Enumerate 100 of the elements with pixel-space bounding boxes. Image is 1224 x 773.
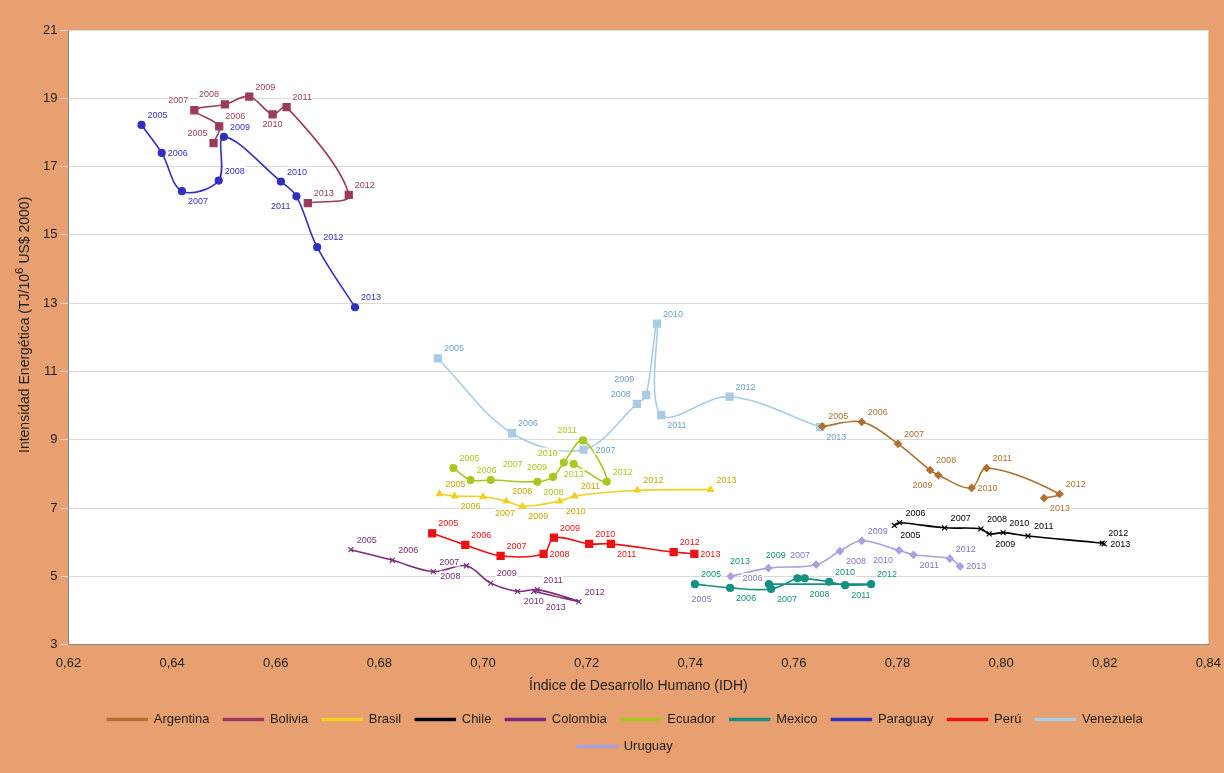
annotation: 2013 (545, 602, 566, 613)
annotation: 2005 (459, 453, 480, 464)
annotation: 2012 (1108, 528, 1129, 539)
annotation: 2007 (168, 95, 189, 106)
annotation: 2007 (903, 428, 925, 439)
annotation: 2009 (995, 538, 1016, 549)
annotation: 2012 (584, 586, 605, 597)
annotation: 2013 (313, 188, 334, 199)
annotation: 2010 (537, 447, 558, 458)
annotation: 2012 (735, 381, 756, 392)
x-tick-label: 0,82 (1092, 654, 1118, 670)
y-tick-label: 17 (42, 158, 58, 174)
annotation: 2013 (563, 468, 584, 479)
annotation: 2006 (167, 147, 188, 158)
annotation: 2011 (580, 481, 601, 492)
annotation: 2011 (557, 425, 577, 436)
annotation: 2008 (543, 486, 564, 497)
annotation: 2005 (828, 411, 849, 422)
annotation: 2005 (443, 343, 464, 354)
annotation: 2013 (729, 556, 750, 567)
annotation: 2011 (992, 453, 1012, 464)
annotation: 2009 (526, 461, 547, 472)
legend-label: Brasil (368, 711, 402, 727)
legend-label: Argentina (153, 711, 211, 727)
annotation: 2009 (255, 81, 276, 92)
annotation: 2009 (559, 522, 580, 533)
y-tick-label: 21 (42, 21, 58, 37)
annotation: 2013 (826, 432, 847, 443)
annotation: 2006 (471, 529, 492, 540)
annotation: 2010 (663, 308, 684, 319)
annotation: 2011 (1034, 521, 1054, 532)
annotation: 2010 (873, 555, 894, 566)
annotation: 2005 (691, 594, 712, 605)
x-tick-label: 0,84 (1195, 654, 1222, 670)
annotation: 2009 (867, 525, 888, 536)
annotation: 2011 (851, 590, 871, 601)
y-tick-label: 15 (42, 226, 58, 242)
annotation: 2007 (494, 507, 515, 518)
legend-label: Chile (461, 711, 492, 727)
annotation: 2009 (912, 480, 933, 491)
annotation: 2006 (398, 545, 419, 556)
x-tick-label: 0,64 (159, 654, 185, 670)
annotation: 2010 (262, 119, 283, 130)
y-tick-label: 9 (50, 431, 58, 447)
annotation: 2006 (867, 406, 888, 417)
annotation: 2007 (439, 556, 460, 567)
annotation: 2005 (900, 530, 921, 541)
annotation: 2011 (919, 559, 939, 570)
annotation: 2013 (966, 561, 987, 572)
annotation: 2006 (517, 418, 539, 429)
annotation: 2007 (790, 549, 811, 560)
annotation: 2006 (460, 501, 481, 512)
x-tick-label: 0,62 (55, 654, 82, 670)
legend-label: Venezuela (1081, 711, 1144, 727)
annotation: 2005 (147, 109, 168, 120)
annotation: 2011 (667, 420, 687, 431)
y-tick-label: 3 (50, 636, 58, 652)
annotation: 2007 (506, 540, 527, 551)
annotation: 2008 (610, 388, 631, 399)
annotation: 2011 (271, 201, 291, 212)
annotation: 2008 (440, 570, 461, 581)
annotation: 2005 (356, 534, 377, 545)
annotation: 2006 (742, 573, 763, 584)
annotation: 2010 (977, 482, 998, 493)
annotation: 2010 (523, 596, 544, 607)
annotation: 2006 (225, 111, 246, 122)
annotation: 2010 (835, 566, 856, 577)
annotation: 2013 (700, 548, 721, 559)
annotation: 2006 (736, 592, 757, 603)
x-tick-label: 0,78 (884, 654, 911, 670)
annotation: 2007 (502, 459, 523, 470)
annotation: 2012 (679, 537, 700, 548)
annotation: 2013 (360, 292, 382, 303)
annotation: 2010 (595, 528, 616, 539)
annotation: 2008 (845, 556, 866, 567)
annotation: 2013 (716, 474, 737, 485)
annotation: 2007 (595, 444, 616, 455)
annotation: 2012 (1065, 479, 1086, 490)
annotation: 2012 (877, 569, 898, 580)
annotation: 2012 (323, 232, 344, 243)
legend-label: Ecuador (667, 711, 717, 727)
annotation: 2007 (950, 512, 971, 523)
annotation: 2007 (777, 593, 798, 604)
y-tick-label: 19 (42, 89, 58, 105)
legend-label: Mexico (776, 711, 818, 727)
annotation: 2006 (905, 507, 926, 518)
x-tick-label: 0,74 (677, 654, 703, 670)
annotation: 2005 (187, 128, 208, 138)
x-tick-label: 0,72 (573, 654, 600, 670)
legend-label: Uruguay (623, 738, 674, 754)
annotation: 2007 (187, 196, 208, 207)
annotation: 2010 (1009, 517, 1030, 528)
annotation: 2012 (955, 543, 976, 554)
annotation: 2008 (224, 165, 245, 176)
annotation: 2008 (986, 513, 1007, 524)
annotation: 2011 (543, 574, 563, 585)
annotation: 2009 (765, 550, 786, 561)
annotation: 2005 (438, 518, 459, 529)
y-tick-label: 11 (43, 363, 58, 379)
annotation: 2010 (286, 166, 307, 177)
